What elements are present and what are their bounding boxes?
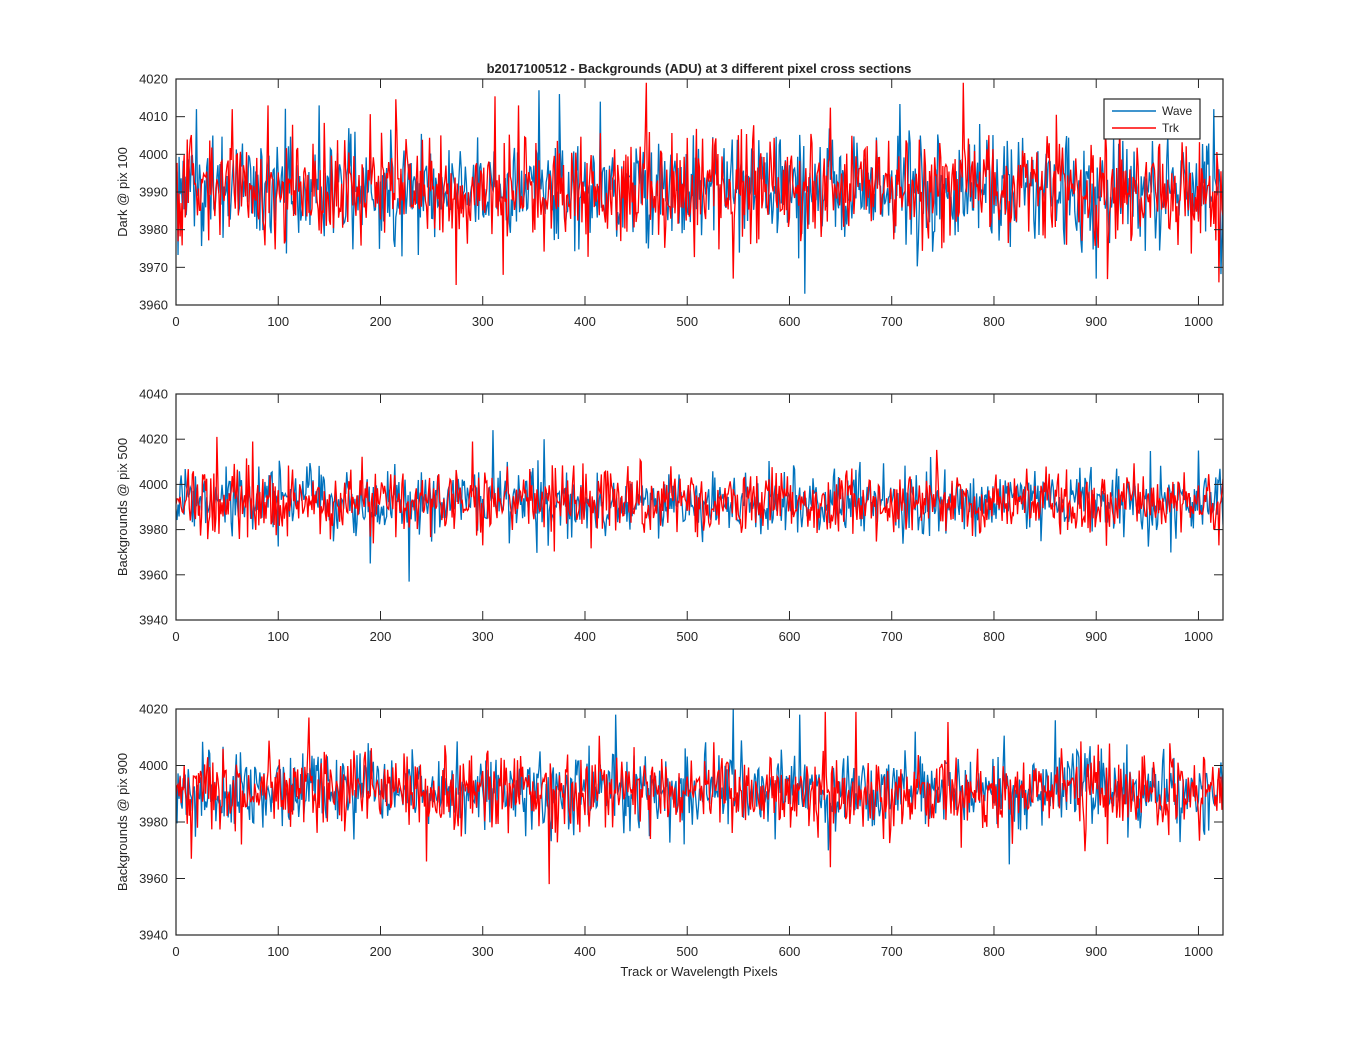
series-line-wave-2 [176, 430, 1223, 582]
legend-label-wave: Wave [1162, 104, 1193, 118]
x-tick-label: 500 [676, 944, 698, 959]
y-axis-label: Dark @ pix 100 [115, 147, 130, 237]
legend-label-trk: Trk [1162, 121, 1180, 135]
y-tick-label: 4020 [139, 702, 168, 717]
x-tick-label: 0 [172, 629, 179, 644]
x-tick-label: 100 [267, 314, 289, 329]
x-tick-label: 300 [472, 314, 494, 329]
y-tick-label: 4000 [139, 758, 168, 773]
y-tick-label: 3980 [139, 815, 168, 830]
y-tick-label: 3980 [139, 222, 168, 237]
x-tick-label: 700 [881, 944, 903, 959]
y-axis-label: Backgrounds @ pix 500 [115, 438, 130, 576]
y-axis-label: Backgrounds @ pix 900 [115, 753, 130, 891]
x-tick-label: 400 [574, 944, 596, 959]
series-line-trk-2 [176, 436, 1223, 552]
x-tick-label: 900 [1085, 629, 1107, 644]
x-tick-label: 1000 [1184, 314, 1213, 329]
y-tick-label: 4010 [139, 109, 168, 124]
x-tick-label: 200 [370, 629, 392, 644]
y-tick-label: 3980 [139, 522, 168, 537]
x-tick-label: 200 [370, 944, 392, 959]
y-tick-label: 3940 [139, 613, 168, 628]
x-tick-label: 0 [172, 314, 179, 329]
y-tick-label: 3960 [139, 871, 168, 886]
x-tick-label: 300 [472, 629, 494, 644]
y-tick-label: 4040 [139, 387, 168, 402]
y-tick-label: 4020 [139, 432, 168, 447]
x-tick-label: 600 [779, 629, 801, 644]
x-tick-label: 400 [574, 629, 596, 644]
x-tick-label: 600 [779, 314, 801, 329]
y-tick-label: 3990 [139, 185, 168, 200]
x-tick-label: 800 [983, 314, 1005, 329]
x-tick-label: 1000 [1184, 629, 1213, 644]
subplot-3: 0 100 200 300 400 500 600 700 800 900 1000 3940 3960… [115, 702, 1224, 959]
y-tick-label: 3940 [139, 928, 168, 943]
x-tick-label: 100 [267, 629, 289, 644]
subplot-2: 0 100 200 300 400 500 600 700 800 900 1000 3940 3960… [115, 387, 1224, 644]
x-tick-label: 400 [574, 314, 596, 329]
series-line-wave-1 [176, 90, 1223, 294]
y-tick-label: 3960 [139, 298, 168, 313]
x-tick-label: 800 [983, 629, 1005, 644]
x-tick-label: 500 [676, 314, 698, 329]
axes-box [175, 393, 1224, 621]
y-tick-label: 4000 [139, 477, 168, 492]
subplot-1: 0 100 200 300 400 500 600 700 800 900 1000 3960 3970… [115, 72, 1224, 329]
x-tick-label: 900 [1085, 944, 1107, 959]
legend-box [1103, 98, 1201, 140]
y-tick-label: 3970 [139, 260, 168, 275]
subplots: 0 100 200 300 400 500 600 700 800 900 100039603970… [115, 72, 1224, 959]
series-line-trk-3 [176, 711, 1223, 885]
y-tick-label: 4000 [139, 147, 168, 162]
legend: Wave Trk [1103, 98, 1201, 140]
figure-title: b2017100512 - Backgrounds (ADU) at 3 dif… [487, 61, 912, 76]
x-tick-label: 900 [1085, 314, 1107, 329]
x-tick-label: 0 [172, 944, 179, 959]
x-tick-label: 1000 [1184, 944, 1213, 959]
x-axis-label: Track or Wavelength Pixels [620, 964, 778, 979]
x-tick-label: 700 [881, 314, 903, 329]
x-tick-label: 100 [267, 944, 289, 959]
x-tick-label: 300 [472, 944, 494, 959]
y-tick-label: 4020 [139, 72, 168, 87]
series-line-trk-1 [176, 82, 1223, 286]
x-tick-label: 600 [779, 944, 801, 959]
x-tick-label: 700 [881, 629, 903, 644]
x-tick-label: 200 [370, 314, 392, 329]
x-tick-label: 800 [983, 944, 1005, 959]
y-tick-label: 3960 [139, 567, 168, 582]
x-tick-label: 500 [676, 629, 698, 644]
